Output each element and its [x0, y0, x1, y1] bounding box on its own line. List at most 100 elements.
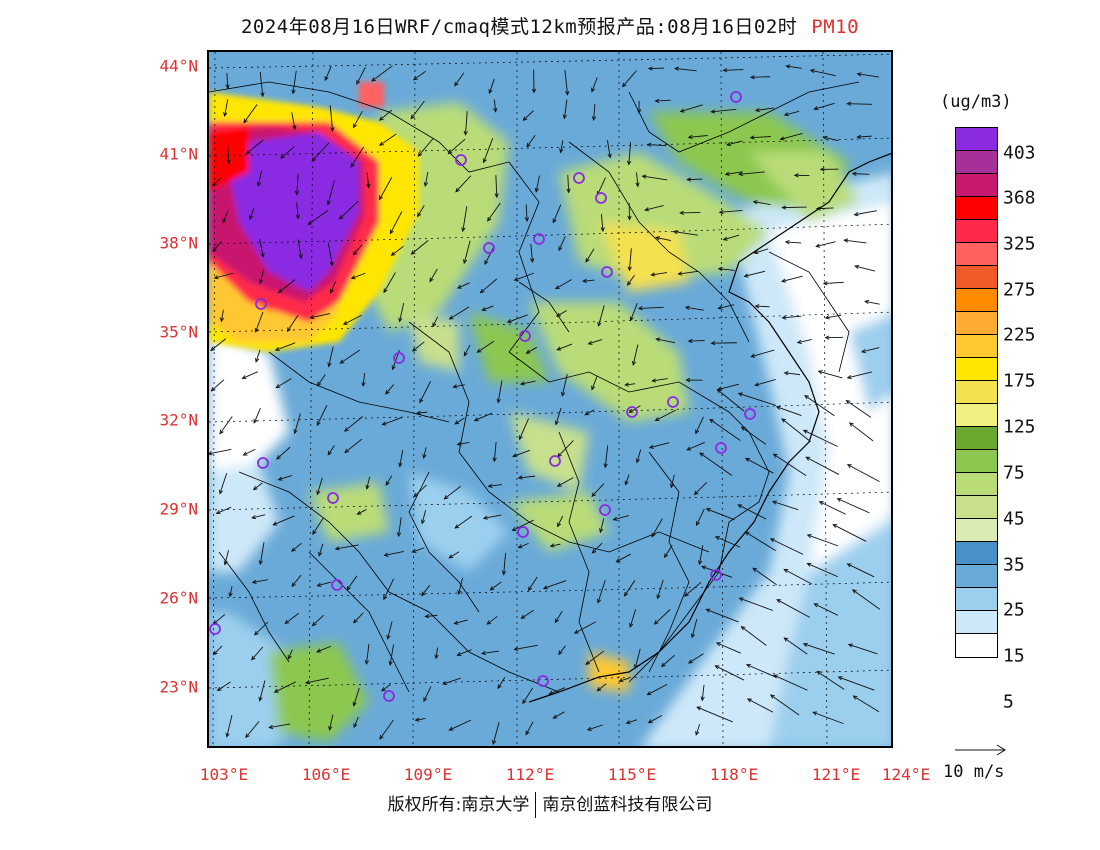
wind-arrow-icon — [251, 646, 264, 661]
wind-arrow-icon — [646, 683, 668, 696]
legend-swatch — [956, 335, 997, 358]
legend-swatch — [956, 565, 997, 588]
legend-label: 175 — [1003, 370, 1036, 392]
legend-swatch — [956, 542, 997, 565]
lat-label-44: 44°N — [159, 56, 198, 76]
wind-arrow-icon — [258, 269, 265, 285]
legend-swatch — [956, 243, 997, 266]
wind-arrow-icon — [456, 649, 472, 656]
wind-arrow-icon — [324, 65, 332, 82]
wind-arrow-icon — [637, 306, 664, 311]
wind-arrow-icon — [212, 241, 222, 252]
wind-arrow-icon — [493, 99, 498, 113]
wind-arrow-icon — [596, 683, 607, 692]
wind-arrow-icon — [411, 547, 425, 553]
wind-arrow-icon — [647, 66, 664, 71]
wind-arrow-icon — [846, 371, 873, 380]
wind-arrow-icon — [256, 170, 262, 187]
wind-arrow-icon — [769, 538, 804, 555]
wind-arrow-icon — [846, 563, 875, 578]
wind-arrow-icon — [479, 278, 498, 294]
wind-arrow-icon — [484, 245, 495, 265]
wind-arrow-icon — [635, 449, 642, 464]
lat-label-35: 35°N — [159, 322, 198, 342]
wind-arrow-icon — [255, 349, 261, 363]
wind-arrow-icon — [715, 642, 741, 654]
wind-arrow-icon — [210, 338, 227, 352]
wind-arrow-icon — [687, 134, 708, 140]
lat-label-38: 38°N — [159, 233, 198, 253]
lon-label-112: 112°E — [505, 765, 555, 784]
wind-arrow-icon — [492, 721, 500, 746]
wind-arrow-icon — [413, 484, 427, 498]
wind-arrow-icon — [316, 477, 323, 496]
wind-arrow-icon — [695, 416, 704, 435]
color-legend — [955, 127, 998, 658]
wind-arrow-icon — [242, 448, 256, 456]
wind-arrow-icon — [655, 236, 671, 241]
legend-swatch — [956, 312, 997, 335]
station-circle-icon — [667, 396, 679, 408]
station-circle-icon — [533, 233, 545, 245]
wind-arrow-icon — [316, 581, 332, 587]
legend-swatch — [956, 266, 997, 289]
wind-arrow-icon — [754, 304, 770, 309]
wind-arrow-icon — [697, 545, 704, 566]
legend-swatch — [956, 381, 997, 404]
title-text: 2024年08月16日WRF/cmaq模式12km预报产品:08月16日02时 — [240, 16, 798, 38]
legend-swatch — [956, 289, 997, 312]
wind-arrow-icon — [718, 209, 743, 215]
wind-arrow-icon — [806, 562, 839, 578]
map-canvas — [209, 52, 891, 746]
legend-swatch — [956, 197, 997, 220]
wind-arrow-icon — [463, 344, 471, 357]
wind-arrow-icon — [251, 514, 266, 520]
wind-arrow-icon — [804, 394, 835, 417]
wind-arrow-icon — [312, 517, 324, 535]
wind-arrow-icon — [356, 509, 367, 515]
wind-arrow-icon — [432, 316, 439, 328]
wind-arrow-icon — [291, 112, 297, 131]
legend-swatch — [956, 634, 997, 657]
wind-arrow-icon — [591, 483, 605, 498]
wind-arrow-icon — [291, 574, 302, 588]
wind-arrow-icon — [686, 177, 703, 182]
wind-arrow-icon — [531, 69, 537, 94]
wind-arrow-icon — [454, 417, 465, 425]
wind-arrow-icon — [453, 619, 468, 625]
legend-swatch — [956, 427, 997, 450]
wind-arrow-icon — [597, 305, 605, 327]
wind-arrow-icon — [557, 515, 564, 528]
wind-arrow-icon — [781, 315, 802, 320]
wind-arrow-icon — [434, 647, 439, 660]
wind-arrow-icon — [249, 207, 255, 221]
wind-arrow-icon — [258, 680, 266, 702]
wind-arrow-icon — [389, 211, 403, 235]
wind-reference-arrow-icon — [955, 744, 1006, 756]
station-circle-icon — [209, 623, 221, 635]
wind-arrow-icon — [621, 70, 637, 88]
wind-arrow-icon — [488, 78, 495, 95]
grid-lines — [209, 52, 891, 746]
wind-arrow-icon — [558, 645, 566, 656]
station-circle-icon — [549, 455, 561, 467]
wind-arrow-icon — [496, 380, 503, 404]
wind-arrow-icon — [745, 663, 777, 678]
wind-arrow-icon — [806, 534, 839, 547]
wind-arrow-icon — [456, 441, 470, 446]
copyright-footer: 版权所有:南京大学 南京创蓝科技有限公司 — [0, 790, 1100, 818]
wind-arrow-icon — [625, 719, 638, 725]
wind-arrow-icon — [695, 724, 701, 736]
wind-arrow-icon — [824, 335, 844, 340]
wind-arrow-icon — [660, 654, 676, 668]
wind-arrow-icon — [771, 500, 799, 511]
wind-arrow-icon — [506, 314, 528, 324]
station-circle-icon — [255, 298, 267, 310]
wind-arrow-icon — [542, 580, 567, 590]
wind-arrow-icon — [454, 515, 473, 529]
wind-arrow-icon — [754, 378, 776, 387]
wind-arrow-icon — [352, 110, 363, 129]
wind-arrow-icon — [591, 375, 598, 391]
wind-arrow-icon — [633, 648, 641, 670]
lat-label-41: 41°N — [159, 144, 198, 164]
